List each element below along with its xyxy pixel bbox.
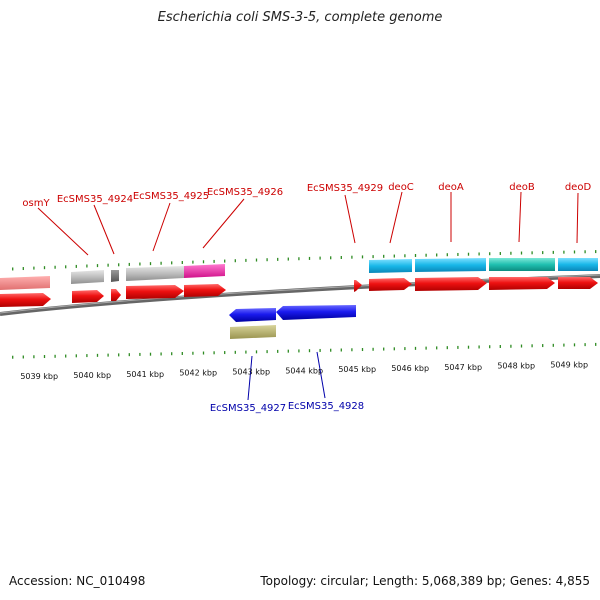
kbp-tick-label: 5046 kbp bbox=[391, 364, 429, 373]
feature-deod-cyan bbox=[558, 258, 598, 271]
feature-osmy-rna bbox=[0, 276, 50, 290]
feature-4926-magenta bbox=[184, 264, 225, 278]
kbp-tick-label: 5048 kbp bbox=[497, 362, 535, 371]
gene-label-deoa: deoA bbox=[438, 182, 464, 193]
forward-leaders bbox=[37, 191, 579, 256]
kbp-tick-label: 5041 kbp bbox=[126, 370, 164, 379]
forward-cds-track bbox=[0, 277, 598, 307]
reverse-gene-labels: EcSMS35_4927 EcSMS35_4928 bbox=[210, 401, 364, 414]
feature-4924-dark bbox=[111, 270, 119, 282]
forward-gene-labels: osmY EcSMS35_4924 EcSMS35_4925 EcSMS35_4… bbox=[22, 182, 591, 209]
reverse-cds-track bbox=[229, 305, 356, 339]
map-title: Escherichia coli SMS-3-5, complete genom… bbox=[157, 10, 443, 25]
kbp-tick-label: 5040 kbp bbox=[73, 371, 111, 380]
kbp-tick-label: 5044 kbp bbox=[285, 366, 323, 375]
gene-label-4929: EcSMS35_4929 bbox=[307, 183, 383, 194]
feature-4927-olive bbox=[230, 325, 276, 339]
cds-4925 bbox=[126, 285, 184, 299]
kbp-tick-label: 5047 kbp bbox=[444, 363, 482, 372]
cds-4927 bbox=[229, 308, 276, 322]
kbp-tick-label: 5049 kbp bbox=[550, 360, 588, 369]
inner-tick-row bbox=[12, 342, 597, 359]
cds-deob bbox=[489, 277, 555, 290]
cds-deoc bbox=[369, 278, 412, 291]
gene-label-4924: EcSMS35_4924 bbox=[57, 194, 133, 205]
cds-4924a bbox=[72, 290, 104, 303]
genome-stats-text: Topology: circular; Length: 5,068,389 bp… bbox=[260, 574, 590, 588]
feature-deob-teal bbox=[489, 258, 555, 271]
gene-label-4928: EcSMS35_4928 bbox=[288, 401, 364, 412]
feature-4924-gray bbox=[71, 270, 104, 284]
reverse-leaders bbox=[247, 351, 326, 401]
cds-4928 bbox=[276, 305, 356, 320]
feature-deoa-cyan bbox=[415, 258, 486, 272]
cds-deoa bbox=[415, 277, 487, 291]
gene-label-deod: deoD bbox=[565, 182, 592, 193]
kbp-tick-label: 5043 kbp bbox=[232, 367, 270, 376]
gene-label-4927: EcSMS35_4927 bbox=[210, 403, 286, 414]
gene-label-osmy: osmY bbox=[22, 198, 50, 209]
kbp-tick-label: 5039 kbp bbox=[20, 372, 58, 381]
gene-label-4926: EcSMS35_4926 bbox=[207, 187, 283, 198]
gene-label-deob: deoB bbox=[509, 182, 535, 193]
cds-deod bbox=[558, 277, 598, 289]
kbp-tick-label: 5042 kbp bbox=[179, 369, 217, 378]
kbp-tick-label: 5045 kbp bbox=[338, 365, 376, 374]
cds-4924b bbox=[111, 289, 121, 301]
outer-tick-row bbox=[12, 250, 597, 271]
feature-deoc-cyan bbox=[369, 259, 412, 273]
gene-label-4925: EcSMS35_4925 bbox=[133, 191, 209, 202]
cds-osmy bbox=[0, 293, 51, 307]
accession-text: Accession: NC_010498 bbox=[9, 574, 146, 588]
feature-4925-gray bbox=[126, 266, 184, 281]
cds-4929 bbox=[354, 280, 362, 292]
forward-feature-track bbox=[0, 258, 598, 290]
cds-4926 bbox=[184, 284, 226, 297]
gene-label-deoc: deoC bbox=[388, 182, 414, 193]
kbp-tick-labels: 5039 kbp 5040 kbp 5041 kbp 5042 kbp 5043 kbp… bbox=[20, 360, 588, 381]
